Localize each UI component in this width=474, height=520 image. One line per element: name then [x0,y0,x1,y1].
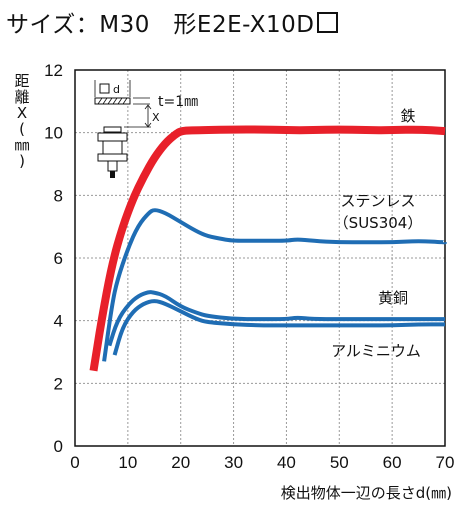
series-line-brass [107,290,445,347]
x-tick-label: 30 [224,453,243,472]
sensor-tail [107,160,118,172]
series-line-stainless [102,208,447,362]
y-tick-label: 12 [44,61,63,80]
series-line-aluminum [112,299,445,356]
y-tick-label: 0 [54,437,63,456]
x-tick-label: 40 [277,453,296,472]
target-plate-hatch [97,97,128,105]
sensor-body [102,140,123,155]
x-axis-label: 検出物体一辺の長さd(㎜) [281,484,452,502]
series-label-brass: 黄銅 [378,289,408,307]
blank-box-icon [316,12,338,33]
series-label-stainless-line2: （SUS304） [334,214,423,232]
page-title: サイズ：M30 形E2E-X10D [6,5,338,39]
y-tick-label: 4 [54,312,63,331]
sensor-diagram: d X t=1㎜ [94,80,198,178]
x-tick-label: 60 [383,453,402,472]
inset-t-label: t=1㎜ [158,94,198,110]
series-label-aluminum: アルミニウム [331,342,421,360]
inset-x-label: X [152,111,160,124]
y-tick-label: 6 [54,249,63,268]
tick-labels: 0 10 20 30 40 50 60 70 0 2 4 6 8 10 12 [44,61,454,472]
y-axis-label-char: ( [19,120,25,138]
y-axis-label-char: ㎜ [14,136,29,154]
y-tick-label: 2 [54,374,63,393]
series-layer [89,125,447,372]
x-tick-label: 0 [70,453,79,472]
y-axis-label-char: ) [19,152,25,170]
y-axis-label-char: 距 [14,72,29,90]
x-tick-label: 50 [330,453,349,472]
sensor-nut [97,132,128,142]
target-plate [94,97,131,105]
y-tick-label: 8 [54,186,63,205]
series-label-stainless-line1: ステンレス [340,192,415,210]
series-label-iron: 鉄 [400,107,415,125]
x-tick-label: 10 [118,453,137,472]
x-tick-label: 70 [436,453,455,472]
y-axis-label: 距離X(㎜) [14,72,29,170]
y-tick-label: 10 [44,124,63,143]
y-axis-label-char: X [17,104,27,122]
plot-frame [74,69,446,447]
series-line-iron [89,125,446,372]
sensor-cable [110,171,115,178]
inset-d-label: d [113,83,120,96]
x-tick-label: 20 [171,453,190,472]
d-square-icon [99,83,110,94]
page-title-text: サイズ：M30 形E2E-X10D [6,12,315,38]
y-axis-label-char: 離 [14,88,29,106]
sensor-head [103,126,122,133]
sensor-nut-2 [97,153,128,162]
